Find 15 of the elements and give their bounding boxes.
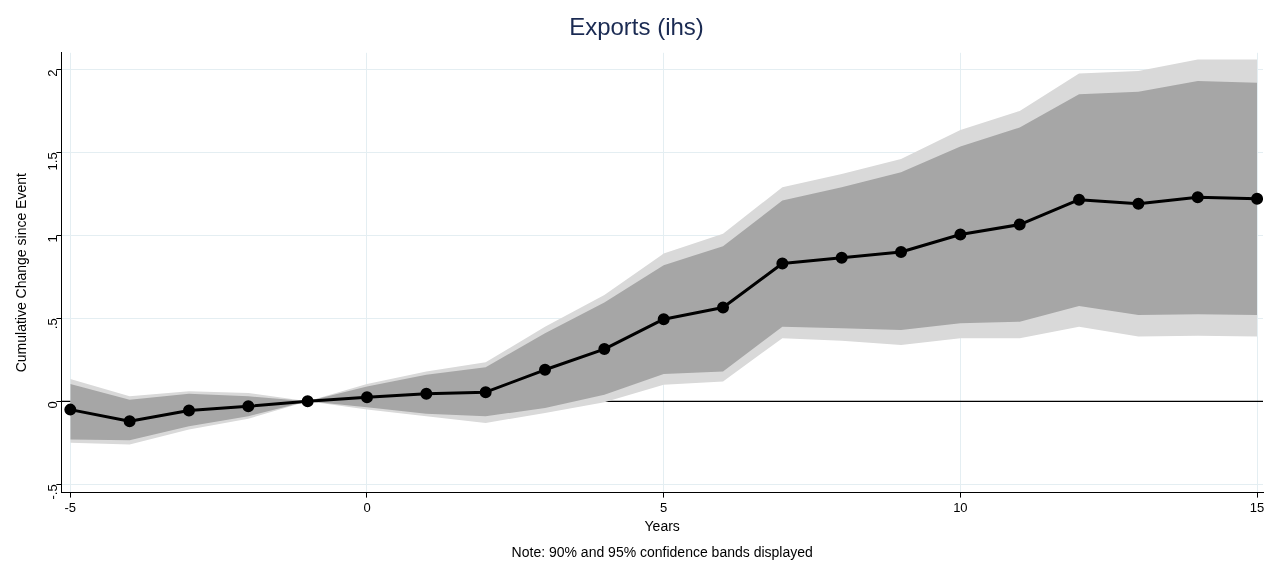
chart-title: Exports (ihs)	[569, 13, 704, 41]
y-tick-label: 2	[44, 69, 60, 77]
y-tick-label: 1.5	[44, 152, 60, 171]
x-tick-label: 10	[953, 499, 968, 515]
y-axis-title: Cumulative Change since Event	[13, 172, 30, 373]
y-tick-label: -.5	[44, 484, 60, 500]
x-axis-title: Years	[644, 518, 680, 535]
text: Note: 90% and 95% confidence bands displayed	[511, 543, 813, 560]
x-tick-label: 5	[660, 499, 668, 515]
y-tick-label: .5	[44, 318, 60, 330]
x-tick-label: 15	[1249, 499, 1265, 515]
x-tick-label: -5	[64, 499, 77, 515]
y-tick-label: 0	[44, 401, 60, 409]
x-tick-label: 0	[363, 499, 371, 515]
y-tick-label: 1	[44, 235, 60, 243]
